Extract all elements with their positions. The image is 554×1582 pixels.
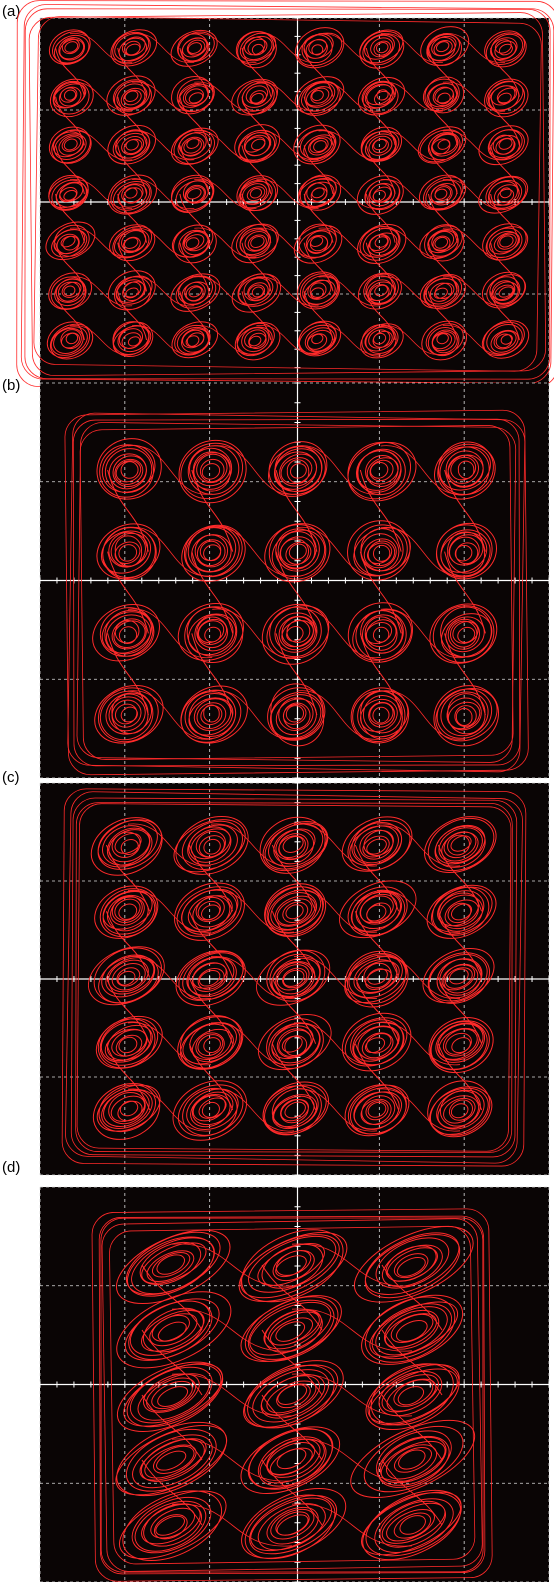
oscilloscope-screen — [40, 1187, 549, 1582]
panel-label: (c) — [2, 769, 20, 786]
figure: (a) (b) (c) (d) — [0, 0, 554, 1582]
panel-label: (b) — [2, 377, 20, 394]
panel-label: (d) — [2, 1159, 20, 1176]
oscilloscope-screen — [40, 383, 549, 778]
oscilloscope-screen — [40, 783, 549, 1175]
oscilloscope-screen — [17, 1, 554, 388]
